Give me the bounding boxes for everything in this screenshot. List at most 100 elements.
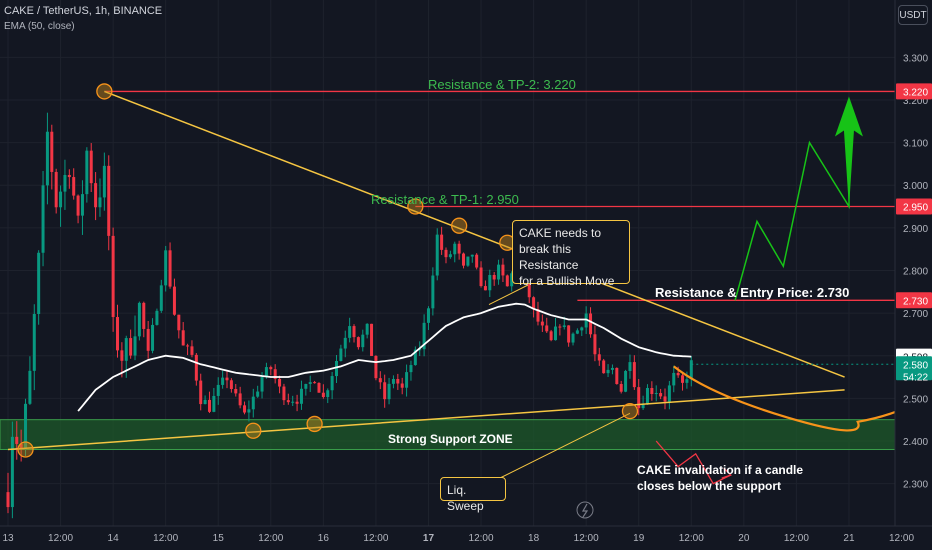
candle-body bbox=[426, 308, 430, 323]
y-tick-label: 2.800 bbox=[903, 266, 928, 277]
touch-marker bbox=[96, 83, 113, 100]
candle-body bbox=[247, 409, 251, 413]
price-badge bbox=[896, 292, 932, 309]
tp1-label: Resistance & TP-1: 2.950 bbox=[371, 192, 519, 207]
candle-body bbox=[444, 249, 448, 258]
candle-body bbox=[269, 367, 273, 370]
candle-body bbox=[207, 399, 211, 412]
candle-body bbox=[470, 254, 474, 257]
candle-body bbox=[356, 337, 360, 348]
candle-body bbox=[6, 492, 10, 508]
candle-body bbox=[457, 243, 461, 254]
candle-body bbox=[181, 330, 185, 346]
candle-body bbox=[120, 350, 124, 361]
candle-body bbox=[107, 165, 111, 236]
candle-body bbox=[466, 256, 470, 266]
callout-pointer bbox=[488, 284, 529, 306]
x-tick-label: 12:00 bbox=[469, 533, 494, 544]
tp2-label: Resistance & TP-2: 3.220 bbox=[428, 77, 576, 92]
candle-body bbox=[151, 324, 155, 351]
time-axis[interactable]: 13 12:00 14 12:00 15 12:00 16 12:00 17 12:00 18 12:… bbox=[0, 525, 932, 550]
candle-body bbox=[540, 321, 544, 326]
candle-body bbox=[54, 171, 58, 208]
countdown-label: 54:22 bbox=[903, 372, 928, 383]
y-tick-label: 2.700 bbox=[903, 309, 928, 320]
candle-body bbox=[532, 297, 536, 310]
y-tick-label: 2.900 bbox=[903, 224, 928, 235]
candle-body bbox=[527, 273, 531, 298]
candle-body bbox=[554, 326, 557, 341]
touch-marker bbox=[17, 441, 34, 458]
candle-body bbox=[593, 334, 597, 355]
candle-body bbox=[575, 330, 579, 334]
candle-body bbox=[124, 338, 128, 361]
candle-body bbox=[492, 275, 496, 280]
candle-body bbox=[190, 346, 194, 355]
x-tick-label: 13 bbox=[2, 533, 14, 544]
support-label: Strong Support ZONE bbox=[388, 432, 513, 446]
candle-body bbox=[63, 174, 67, 192]
candle-body bbox=[317, 382, 321, 393]
currency-button[interactable]: USDT bbox=[898, 5, 928, 25]
candle-body bbox=[589, 313, 593, 335]
price-axis[interactable]: 2.3002.4002.5002.6002.7002.8002.9003.000… bbox=[894, 0, 932, 550]
annotation-texts: Resistance & TP-2: 3.220 Resistance & TP-… bbox=[371, 77, 849, 493]
x-tick-label: 21 bbox=[843, 533, 855, 544]
candle-body bbox=[89, 150, 93, 184]
candle-body bbox=[234, 388, 238, 394]
candle-body bbox=[330, 376, 334, 391]
invalidation-label-1: CAKE invalidation if a candle bbox=[637, 463, 803, 477]
candle-body bbox=[299, 388, 303, 404]
candle-body bbox=[133, 336, 137, 356]
y-tick-label: 2.400 bbox=[903, 437, 928, 448]
support-zone-rect bbox=[0, 419, 896, 451]
bullish-arrow bbox=[834, 96, 863, 209]
candle-body bbox=[67, 174, 71, 178]
touch-markers bbox=[17, 83, 639, 458]
candle-body bbox=[168, 250, 172, 287]
candle-body bbox=[24, 403, 28, 449]
candle-body bbox=[549, 331, 553, 341]
candle-body bbox=[558, 326, 562, 328]
candle-body bbox=[475, 254, 479, 268]
candle-body bbox=[343, 337, 347, 349]
candle-body bbox=[229, 380, 233, 389]
candle-body bbox=[186, 345, 190, 347]
candle-body bbox=[291, 401, 295, 403]
trendline bbox=[104, 90, 845, 378]
candlesticks bbox=[6, 112, 693, 519]
candle-body bbox=[374, 355, 378, 379]
touch-marker bbox=[306, 415, 323, 433]
candle-body bbox=[194, 354, 198, 381]
candle-body bbox=[159, 285, 163, 311]
candle-body bbox=[15, 436, 19, 444]
candle-body bbox=[689, 360, 693, 380]
candle-body bbox=[304, 383, 308, 389]
candle-body bbox=[659, 393, 663, 397]
trendlines bbox=[7, 90, 845, 479]
candle-body bbox=[453, 243, 457, 255]
candle-body bbox=[72, 177, 76, 196]
symbol-title: CAKE / TetherUS, 1h, BINANCE bbox=[4, 5, 163, 17]
candle-body bbox=[396, 378, 400, 384]
candle-body bbox=[615, 367, 619, 385]
candle-body bbox=[335, 360, 338, 377]
indicator-legend: EMA (50, close) bbox=[4, 21, 75, 32]
candle-body bbox=[632, 362, 636, 388]
candle-body bbox=[654, 393, 658, 395]
candle-body bbox=[645, 388, 649, 405]
candle-body bbox=[28, 370, 32, 404]
candle-body bbox=[580, 327, 584, 331]
candle-body bbox=[19, 443, 23, 449]
candle-body bbox=[510, 273, 514, 287]
candle-body bbox=[225, 377, 229, 381]
misc-icons bbox=[576, 501, 594, 519]
candle-body bbox=[221, 377, 225, 385]
x-tick-label: 12:00 bbox=[258, 533, 283, 544]
candle-body bbox=[212, 395, 216, 412]
x-tick-label: 12:00 bbox=[153, 533, 178, 544]
support-zone bbox=[0, 419, 896, 451]
callout-line-2: break this Resistance bbox=[519, 242, 579, 272]
